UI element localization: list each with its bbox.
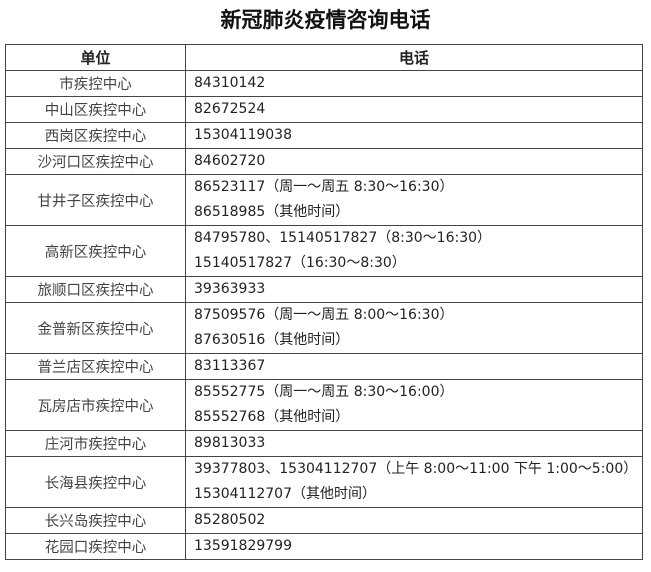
header-unit: 单位 [5, 44, 186, 71]
phone-cell: 13591829799 [185, 533, 643, 560]
phone-line: 15140517827（16:30～8:30） [194, 255, 406, 271]
phone-cell: 84602720 [185, 148, 643, 175]
table-row: 庄河市疾控中心 89813033 [5, 430, 643, 457]
phone-line: 87630516（其他时间） [194, 332, 350, 348]
phone-line: 85280502 [194, 512, 266, 528]
table-header-row: 单位 电话 [5, 44, 643, 71]
phone-cell: 89813033 [185, 430, 643, 457]
phone-line: 84602720 [194, 153, 266, 169]
table-row: 长兴岛疾控中心 85280502 [5, 507, 643, 534]
phone-line: 39363933 [194, 281, 266, 297]
phone-line: 83113367 [194, 358, 266, 374]
phone-cell: 83113367 [185, 353, 643, 380]
unit-cell: 庄河市疾控中心 [5, 430, 186, 457]
phone-line: 86518985（其他时间） [194, 204, 350, 220]
table-row: 中山区疾控中心 82672524 [5, 96, 643, 123]
unit-cell: 普兰店区疾控中心 [5, 353, 186, 380]
table-row: 金普新区疾控中心 87509576（周一～周五 8:00～16:30） 876305… [5, 302, 643, 354]
phone-cell: 39377803、15304112707（上午 8:00～11:00 下午 1:… [185, 456, 643, 508]
phone-cell: 85280502 [185, 507, 643, 534]
table-row: 西岗区疾控中心 15304119038 [5, 122, 643, 149]
table-row: 瓦房店市疾控中心 85552775（周一～周五 8:30～16:00） 855527… [5, 379, 643, 431]
page-title: 新冠肺炎疫情咨询电话 [220, 7, 431, 32]
unit-cell: 甘井子区疾控中心 [5, 174, 186, 226]
phone-cell: 86523117（周一～周五 8:30～16:30） 86518985（其他时间） [185, 174, 643, 226]
unit-cell: 沙河口区疾控中心 [5, 148, 186, 175]
phone-line: 86523117（周一～周五 8:30～16:30） [194, 179, 454, 195]
phone-cell: 82672524 [185, 96, 643, 123]
unit-cell: 高新区疾控中心 [5, 225, 186, 277]
phone-cell: 87509576（周一～周五 8:00～16:30） 87630516（其他时间） [185, 302, 643, 354]
unit-cell: 西岗区疾控中心 [5, 122, 186, 149]
phone-cell: 84310142 [185, 70, 643, 97]
unit-cell: 花园口疾控中心 [5, 533, 186, 560]
phone-cell: 39363933 [185, 276, 643, 303]
table-row: 旅顺口区疾控中心 39363933 [5, 276, 643, 303]
table-row: 甘井子区疾控中心 86523117（周一～周五 8:30～16:30） 865189… [5, 174, 643, 226]
phone-line: 15304112707（其他时间） [194, 486, 376, 502]
phone-line: 87509576（周一～周五 8:00～16:30） [194, 307, 454, 323]
unit-cell: 长兴岛疾控中心 [5, 507, 186, 534]
contact-table: 单位 电话 市疾控中心 84310142 中山区疾控中心 82672524 西岗区疾控中… [5, 44, 643, 560]
phone-line: 85552775（周一～周五 8:30～16:00） [194, 384, 454, 400]
phone-line: 39377803、15304112707（上午 8:00～11:00 下午 1:… [194, 461, 638, 477]
table-row: 市疾控中心 84310142 [5, 70, 643, 97]
table-row: 花园口疾控中心 13591829799 [5, 533, 643, 560]
table-row: 普兰店区疾控中心 83113367 [5, 353, 643, 380]
unit-cell: 市疾控中心 [5, 70, 186, 97]
phone-line: 82672524 [194, 101, 266, 117]
table-row: 高新区疾控中心 84795780、15140517827（8:30～16:30） 1… [5, 225, 643, 277]
phone-line: 84795780、15140517827（8:30～16:30） [194, 230, 492, 246]
unit-cell: 长海县疾控中心 [5, 456, 186, 508]
table-row: 长海县疾控中心 39377803、15304112707（上午 8:00～11:0… [5, 456, 643, 508]
phone-line: 13591829799 [194, 538, 292, 554]
unit-cell: 旅顺口区疾控中心 [5, 276, 186, 303]
table-row: 沙河口区疾控中心 84602720 [5, 148, 643, 175]
phone-line: 15304119038 [194, 127, 292, 143]
phone-cell: 15304119038 [185, 122, 643, 149]
phone-line: 89813033 [194, 435, 266, 451]
unit-cell: 中山区疾控中心 [5, 96, 186, 123]
unit-cell: 金普新区疾控中心 [5, 302, 186, 354]
header-phone: 电话 [185, 44, 643, 71]
phone-line: 84310142 [194, 75, 266, 91]
phone-cell: 84795780、15140517827（8:30～16:30） 15140517… [185, 225, 643, 277]
unit-cell: 瓦房店市疾控中心 [5, 379, 186, 431]
phone-line: 85552768（其他时间） [194, 409, 350, 425]
phone-cell: 85552775（周一～周五 8:30～16:00） 85552768（其他时间） [185, 379, 643, 431]
